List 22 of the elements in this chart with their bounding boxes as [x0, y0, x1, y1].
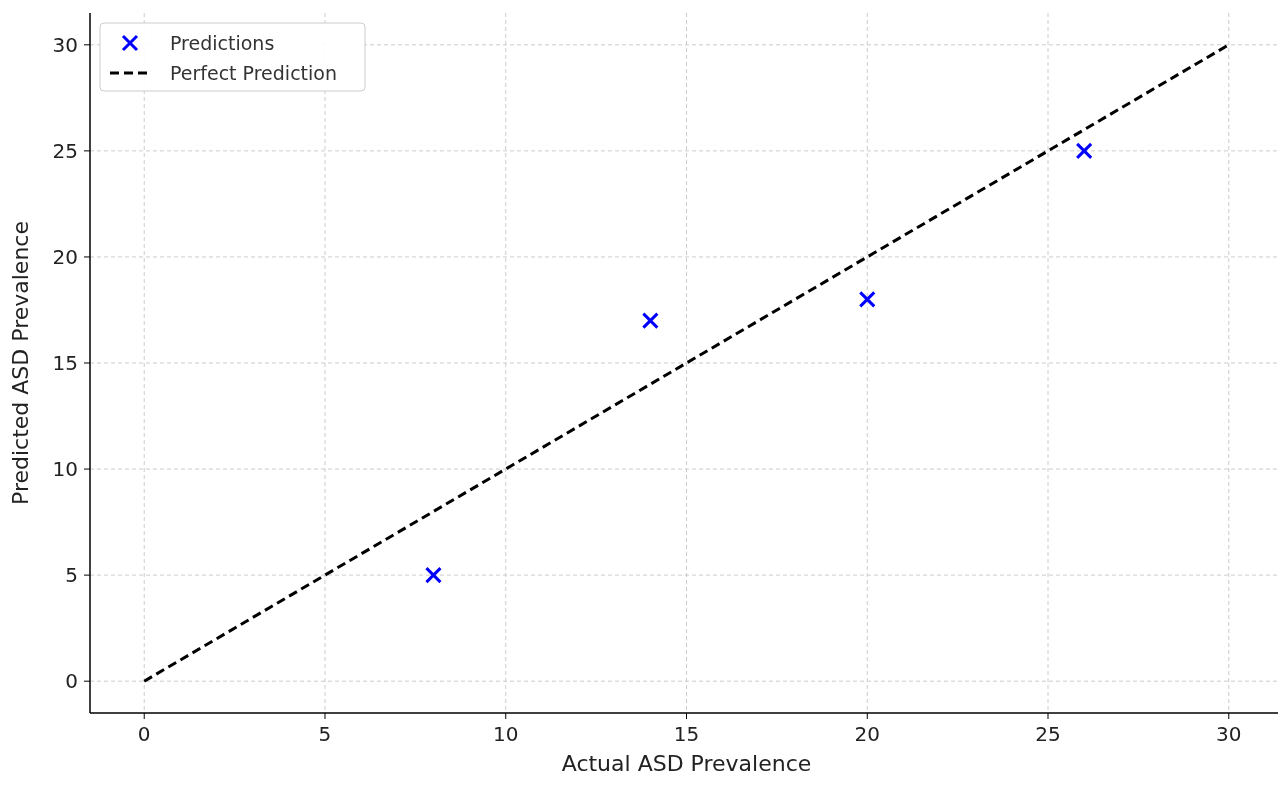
point [641, 312, 659, 330]
x-tick-label: 25 [1035, 722, 1061, 746]
point [858, 290, 876, 308]
x-tick-label: 5 [318, 722, 332, 746]
y-tick-label: 0 [65, 669, 78, 694]
x-tick-label: 30 [1216, 722, 1242, 746]
point [1075, 142, 1093, 160]
y-tick-label: 25 [52, 138, 78, 163]
legend-label: Predictions [170, 31, 275, 54]
y-axis-title: Predicted ASD Prevalence [8, 221, 33, 505]
y-tick-label: 15 [52, 351, 78, 375]
x-axis-title: Actual ASD Prevalence [561, 751, 812, 776]
x-tick-label: 20 [854, 722, 880, 746]
y-tick-label: 10 [52, 457, 78, 482]
y-tick-label: 20 [52, 244, 78, 269]
y-tick-label: 5 [65, 563, 78, 588]
y-tick-label: 30 [52, 32, 78, 57]
point [424, 566, 442, 584]
x-tick-label: 0 [137, 722, 151, 746]
legend-label: Perfect Prediction [170, 61, 337, 84]
x-tick-label: 10 [493, 722, 519, 746]
x-tick-label: 15 [673, 722, 700, 746]
